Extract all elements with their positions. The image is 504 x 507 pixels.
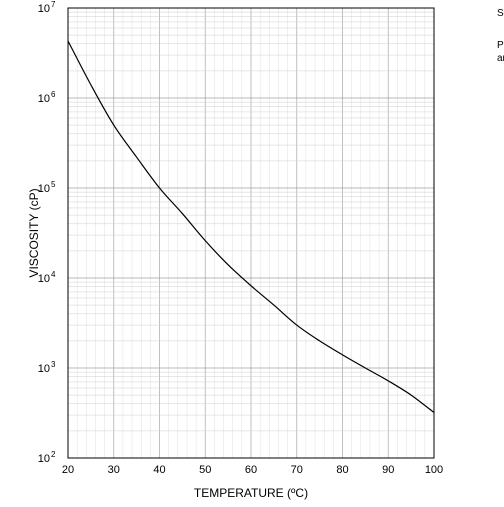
x-axis-label: TEMPERATURE (ºC)	[194, 486, 308, 500]
y-tick-label: 10	[38, 3, 50, 15]
y-tick-exponent: 7	[51, 0, 56, 9]
x-tick-label: 70	[291, 464, 303, 476]
y-axis-label: VISCOSITY (cP)	[27, 188, 41, 277]
x-tick-label: 40	[153, 464, 165, 476]
side-note-line-2: Pl	[497, 40, 504, 51]
plot-frame	[67, 7, 435, 459]
x-tick-label: 30	[108, 464, 120, 476]
grid-lines	[67, 8, 435, 459]
x-tick-label: 80	[336, 464, 348, 476]
y-tick-exponent: 2	[51, 450, 56, 459]
x-tick-label: 100	[425, 464, 443, 476]
y-tick-label: 10	[38, 183, 50, 195]
x-tick-label: 50	[199, 464, 211, 476]
y-tick-exponent: 6	[51, 90, 56, 99]
x-tick-label: 20	[62, 464, 74, 476]
side-note-line-3: ar	[497, 53, 504, 64]
x-tick-labels: 20 30 40 50 60 70 80 90 100	[62, 464, 443, 476]
x-tick-label: 90	[382, 464, 394, 476]
y-tick-exponent: 3	[51, 360, 56, 369]
y-tick-label: 10	[38, 273, 50, 285]
y-tick-label: 10	[38, 453, 50, 465]
y-tick-label: 10	[38, 93, 50, 105]
y-tick-exponent: 5	[51, 180, 56, 189]
x-tick-label: 60	[245, 464, 257, 476]
series-line-viscosity	[67, 40, 435, 414]
side-note-line-1: Sc	[497, 8, 504, 19]
y-tick-label: 10	[38, 363, 50, 375]
y-tick-exponent: 4	[51, 270, 56, 279]
